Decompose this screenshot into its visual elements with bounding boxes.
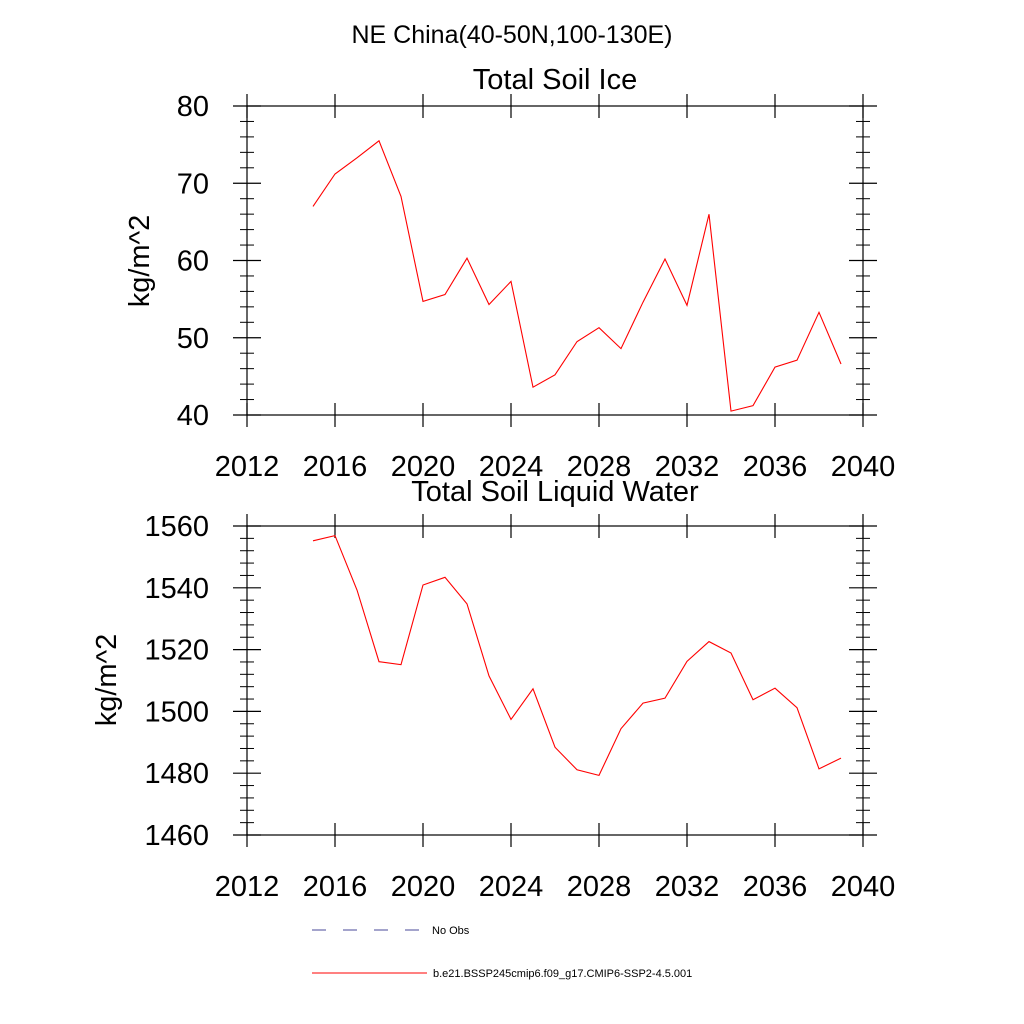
y-tick-label-soil-ice: 80	[177, 91, 209, 123]
x-tick-label-soil-ice: 2012	[215, 451, 280, 483]
legend-label-no-obs: No Obs	[432, 925, 470, 937]
panel-title-soil-ice: Total Soil Ice	[473, 64, 637, 96]
x-tick-label-soil-ice: 2028	[567, 451, 632, 483]
panel-soil-liquid-water: Total Soil Liquid Water kg/m^2 2012 2016 2…	[91, 476, 895, 903]
x-tick-label-soil-ice: 2036	[743, 451, 808, 483]
x-tick-label-soil-ice: 2024	[479, 451, 544, 483]
axes-frame-soil-ice	[246, 105, 864, 416]
y-axis-label-soil-liquid-water: kg/m^2	[91, 634, 123, 727]
y-tick-label-soil-ice: 50	[177, 323, 209, 355]
x-tick-label-soil-liquid-water: 2040	[831, 871, 896, 903]
panel-title-soil-liquid-water: Total Soil Liquid Water	[411, 476, 699, 508]
x-tick-label-soil-liquid-water: 2016	[303, 871, 368, 903]
y-tick-label-soil-liquid-water: 1560	[144, 511, 209, 543]
x-tick-label-soil-liquid-water: 2028	[567, 871, 632, 903]
x-tick-label-soil-ice: 2016	[303, 451, 368, 483]
y-tick-label-soil-liquid-water: 1460	[144, 820, 209, 852]
x-tick-label-soil-liquid-water: 2036	[743, 871, 808, 903]
x-tick-label-soil-ice: 2040	[831, 451, 896, 483]
x-tick-label-soil-liquid-water: 2024	[479, 871, 544, 903]
y-tick-label-soil-ice: 40	[177, 400, 209, 432]
x-tick-label-soil-liquid-water: 2012	[215, 871, 280, 903]
y-tick-label-soil-liquid-water: 1520	[144, 635, 209, 667]
y-tick-label-soil-liquid-water: 1480	[144, 758, 209, 790]
y-tick-label-soil-liquid-water: 1540	[144, 573, 209, 605]
x-tick-label-soil-liquid-water: 2032	[655, 871, 720, 903]
plot-area-soil-liquid-water: 2012 2016 2020 2024 2028 2032 2036 2040 1460 1480…	[144, 511, 895, 903]
legend-label-model: b.e21.BSSP245cmip6.f09_g17.CMIP6-SSP2-4.…	[433, 968, 692, 980]
legend: No Obs b.e21.BSSP245cmip6.f09_g17.CMIP6-…	[312, 925, 692, 980]
series-line-soil-liquid-water	[312, 534, 842, 777]
panel-soil-ice: Total Soil Ice kg/m^2 2012 2016 2020 2024 20…	[124, 64, 895, 483]
x-tick-label-soil-ice: 2032	[655, 451, 720, 483]
axes-frame-soil-liquid-water	[246, 525, 864, 836]
x-tick-label-soil-liquid-water: 2020	[391, 871, 456, 903]
y-tick-label-soil-liquid-water: 1500	[144, 696, 209, 728]
figure-suptitle: NE China(40-50N,100-130E)	[351, 21, 672, 49]
x-tick-label-soil-ice: 2020	[391, 451, 456, 483]
plot-area-soil-ice: 2012 2016 2020 2024 2028 2032 2036 2040 40 50 60 70…	[177, 91, 896, 483]
y-tick-label-soil-ice: 70	[177, 168, 209, 200]
series-line-soil-ice	[312, 139, 842, 412]
y-tick-label-soil-ice: 60	[177, 246, 209, 278]
y-axis-label-soil-ice: kg/m^2	[124, 215, 156, 308]
